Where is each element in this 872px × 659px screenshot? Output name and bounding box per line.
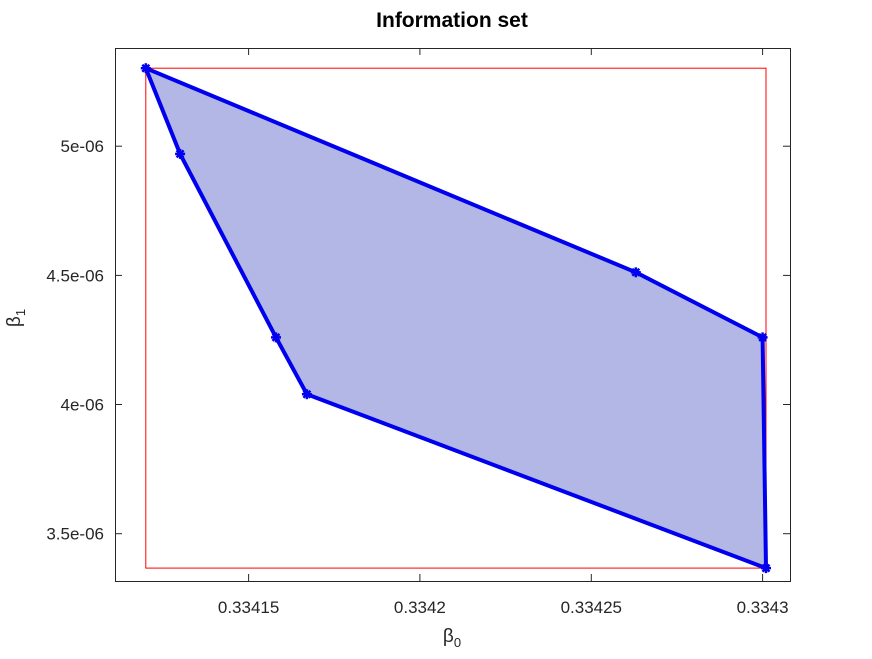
y-tick-label: 4.5e-06 xyxy=(46,266,104,285)
information-set-boundary xyxy=(143,66,768,571)
x-axis-label: β0 xyxy=(443,626,461,650)
x-tick-label: 0.33415 xyxy=(218,598,279,617)
data-layer xyxy=(140,63,771,574)
vertex-marker xyxy=(301,389,312,400)
x-tick-label: 0.33425 xyxy=(561,598,622,617)
information-set-region xyxy=(145,68,767,569)
y-tick-label: 3.5e-06 xyxy=(46,525,104,544)
x-axis: 0.33415 0.3342 0.33425 0.3343 xyxy=(218,48,789,617)
y-tick-label: 5e-06 xyxy=(61,137,104,156)
x-tick-label: 0.3343 xyxy=(737,598,789,617)
vertex-marker xyxy=(175,148,186,159)
axes-box xyxy=(115,48,791,582)
y-tick-label: 4e-06 xyxy=(61,396,104,415)
y-axis-label: β1 xyxy=(4,309,28,327)
y-axis: 3.5e-06 4e-06 4.5e-06 5e-06 xyxy=(46,137,790,544)
x-tick-label: 0.3342 xyxy=(394,598,446,617)
vertex-marker xyxy=(757,332,768,343)
vertex-marker xyxy=(271,332,281,343)
vertex-marker xyxy=(140,63,151,74)
chart-title: Information set xyxy=(376,9,528,32)
vertex-marker xyxy=(761,563,771,574)
vertex-marker xyxy=(630,267,641,278)
bounding-box xyxy=(145,67,767,569)
